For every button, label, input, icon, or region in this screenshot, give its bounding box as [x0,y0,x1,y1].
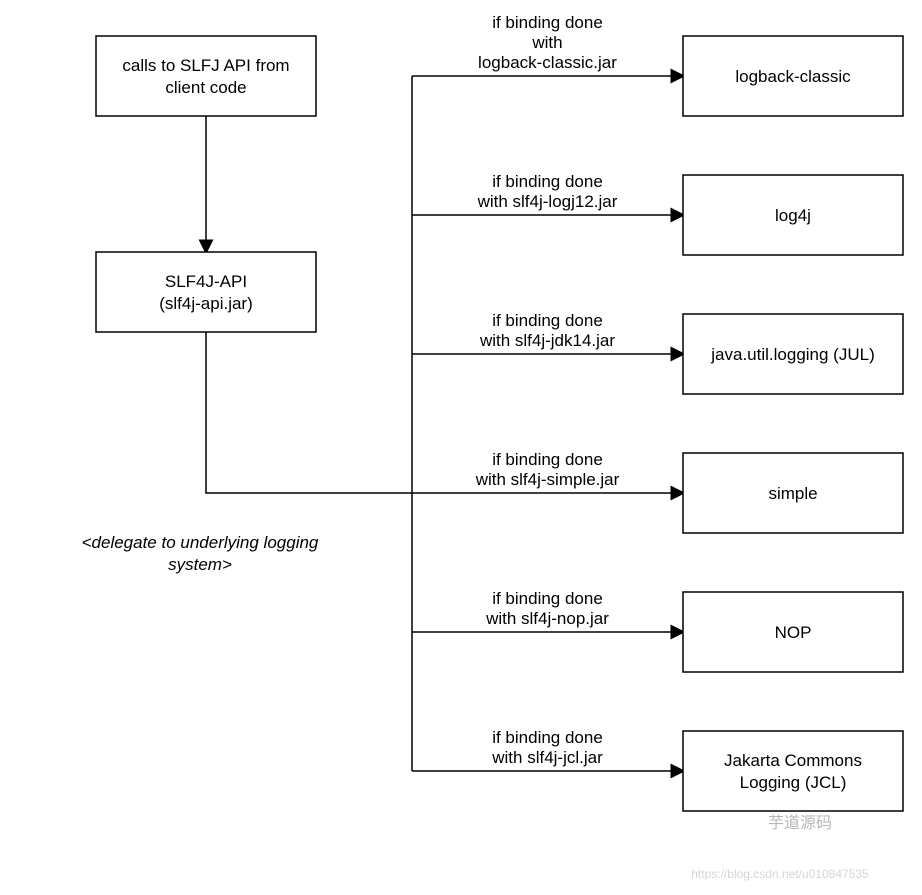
edge-trunk-left [206,332,412,493]
node-client: calls to SLFJ API from client code [96,36,316,116]
node-api-line-1: (slf4j-api.jar) [159,294,253,313]
edge-label-5-0: if binding done [492,589,603,608]
node-api-line-0: SLF4J-API [165,272,247,291]
edge-label-1-0: if binding done [492,13,603,32]
edge-label-3-0: if binding done [492,311,603,330]
node-client-line-1: client code [165,78,246,97]
edge-label-1-2: logback-classic.jar [478,53,617,72]
node-jcl-line-1: Logging (JCL) [740,773,847,792]
edge-label-3-1: with slf4j-jdk14.jar [479,331,615,350]
edge-label-4-0: if binding done [492,450,603,469]
node-nop-line-0: NOP [775,623,812,642]
edge-label-4-1: with slf4j-simple.jar [475,470,620,489]
node-jul-line-0: java.util.logging (JUL) [710,345,874,364]
edge-label-6-1: with slf4j-jcl.jar [491,748,603,767]
node-simple-line-0: simple [768,484,817,503]
edge-label-2-1: with slf4j-logj12.jar [477,192,618,211]
node-log4j: log4j [683,175,903,255]
edge-label-1-1: with [531,33,562,52]
watermark-url: https://blog.csdn.net/u010847535 [691,867,869,881]
node-api: SLF4J-API (slf4j-api.jar) [96,252,316,332]
node-log4j-line-0: log4j [775,206,811,225]
edge-label-5-1: with slf4j-nop.jar [485,609,609,628]
delegate-note-line-0: <delegate to underlying logging [82,533,319,552]
node-jcl: Jakarta Commons Logging (JCL) [683,731,903,811]
node-simple: simple [683,453,903,533]
node-client-line-0: calls to SLFJ API from [122,56,289,75]
delegate-note-line-1: system> [168,555,232,574]
node-logback-line-0: logback-classic [735,67,851,86]
edge-label-6-0: if binding done [492,728,603,747]
node-jul: java.util.logging (JUL) [683,314,903,394]
node-jcl-line-0: Jakarta Commons [724,751,862,770]
watermark-brand: 芋道源码 [768,814,832,832]
edge-label-2-0: if binding done [492,172,603,191]
node-logback: logback-classic [683,36,903,116]
node-nop: NOP [683,592,903,672]
